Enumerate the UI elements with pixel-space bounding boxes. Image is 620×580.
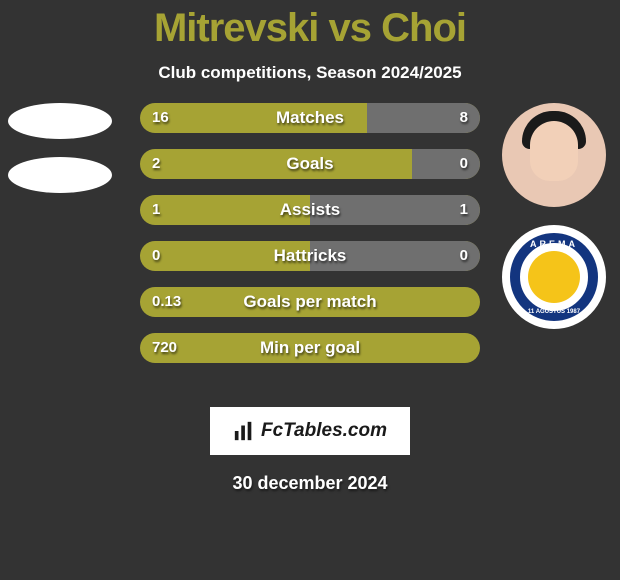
- right-player-avatar: [502, 103, 606, 207]
- stat-label: Assists: [140, 195, 480, 225]
- stat-row-assists: Assists1 1: [140, 195, 480, 225]
- stat-value-right: 8: [460, 103, 468, 133]
- stat-row-min-per-goal: Min per goal720: [140, 333, 480, 363]
- avatar-face-shape: [530, 121, 578, 181]
- stat-value-left: 1: [152, 195, 160, 225]
- stat-label: Goals: [140, 149, 480, 179]
- stat-row-hattricks: Hattricks0 0: [140, 241, 480, 271]
- stat-value-left: 0.13: [152, 287, 181, 317]
- stat-label: Goals per match: [140, 287, 480, 317]
- stat-value-left: 720: [152, 333, 177, 363]
- left-avatar-placeholder-2: [8, 157, 112, 193]
- brand-text: FcTables.com: [261, 420, 387, 442]
- comparison-area: AREMA 11 AGUSTUS 1987 Matches16 8 Goals2 0 A…: [0, 103, 620, 383]
- right-player-club-badge: AREMA 11 AGUSTUS 1987: [502, 225, 606, 329]
- brand-box: FcTables.com: [210, 407, 410, 455]
- stat-value-left: 2: [152, 149, 160, 179]
- left-avatar-placeholder-1: [8, 103, 112, 139]
- stat-value-left: 16: [152, 103, 169, 133]
- date-text: 30 december 2024: [0, 473, 620, 494]
- stat-label: Matches: [140, 103, 480, 133]
- right-player-column: AREMA 11 AGUSTUS 1987: [502, 103, 612, 329]
- stat-value-left: 0: [152, 241, 160, 271]
- stat-row-goals: Goals2 0: [140, 149, 480, 179]
- page-title: Mitrevski vs Choi: [0, 0, 620, 51]
- left-player-column: [8, 103, 118, 211]
- subtitle: Club competitions, Season 2024/2025: [0, 63, 620, 83]
- stat-row-matches: Matches16 8: [140, 103, 480, 133]
- stat-row-goals-per-match: Goals per match0.13: [140, 287, 480, 317]
- stat-bars: Matches168Goals20Assists11Hattricks00Goa…: [140, 103, 480, 379]
- stat-label: Min per goal: [140, 333, 480, 363]
- badge-club-name: AREMA: [506, 239, 602, 249]
- badge-founding: 11 AGUSTUS 1987: [506, 309, 602, 315]
- stat-value-right: 0: [460, 149, 468, 179]
- stat-value-right: 1: [460, 195, 468, 225]
- badge-inner: [528, 251, 580, 303]
- stat-value-right: 0: [460, 241, 468, 271]
- brand-chart-icon: [233, 420, 255, 442]
- stat-label: Hattricks: [140, 241, 480, 271]
